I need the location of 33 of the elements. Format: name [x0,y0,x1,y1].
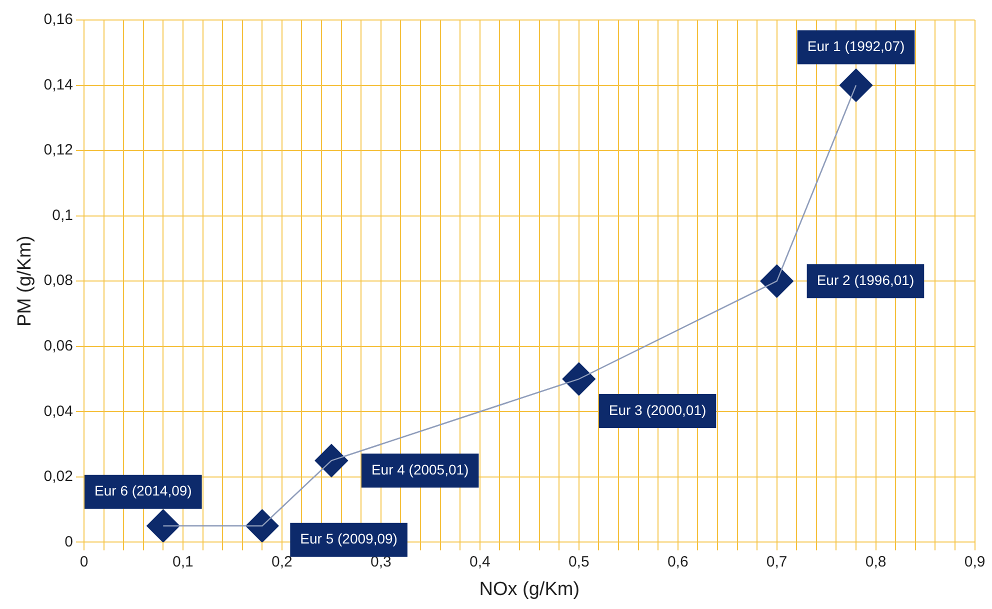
point [314,444,348,478]
annotation: Eur 6 (2014,09) [94,482,192,499]
y-tick-label: 0,14 [44,76,73,94]
x-tick-label: 0,4 [469,553,490,570]
x-tick-label: 0,3 [370,553,392,570]
x-tick-label: 0,9 [964,553,986,570]
point [562,362,596,396]
y-tick-label: 0 [64,533,73,550]
x-tick-label: 0,6 [667,553,688,570]
x-tick-label: 0,8 [865,553,886,570]
y-tick-label: 0,16 [44,11,73,28]
annotation: Eur 4 (2005,01) [371,461,469,478]
point [146,509,180,542]
annotation: Eur 5 (2009,09) [300,530,398,547]
point [246,509,279,542]
annotation: Eur 2 (1996,01) [816,272,914,288]
annotation: Eur 3 (2000,01) [608,402,706,418]
y-tick-label: 0,04 [44,402,73,420]
y-tick-label: 0,06 [44,338,73,355]
point [839,68,873,102]
y-tick-label: 0,12 [44,142,73,159]
y-tick-label: 0,1 [52,206,73,224]
point [760,264,794,298]
y-tick-label: 0,02 [44,468,73,486]
x-tick-label: 0,5 [568,553,590,570]
x-tick-label: 0,7 [766,553,788,570]
x-tick-label: 0 [80,553,88,570]
y-tick-label: 0,08 [44,272,73,290]
x-tick-label: 0,1 [172,553,194,570]
y-axis-title: PM (g/Km) [14,236,36,326]
annotation: Eur 1 (1992,07) [807,38,905,54]
x-tick-label: 0,2 [272,553,292,570]
x-axis-title: NOx (g/Km) [479,578,580,600]
